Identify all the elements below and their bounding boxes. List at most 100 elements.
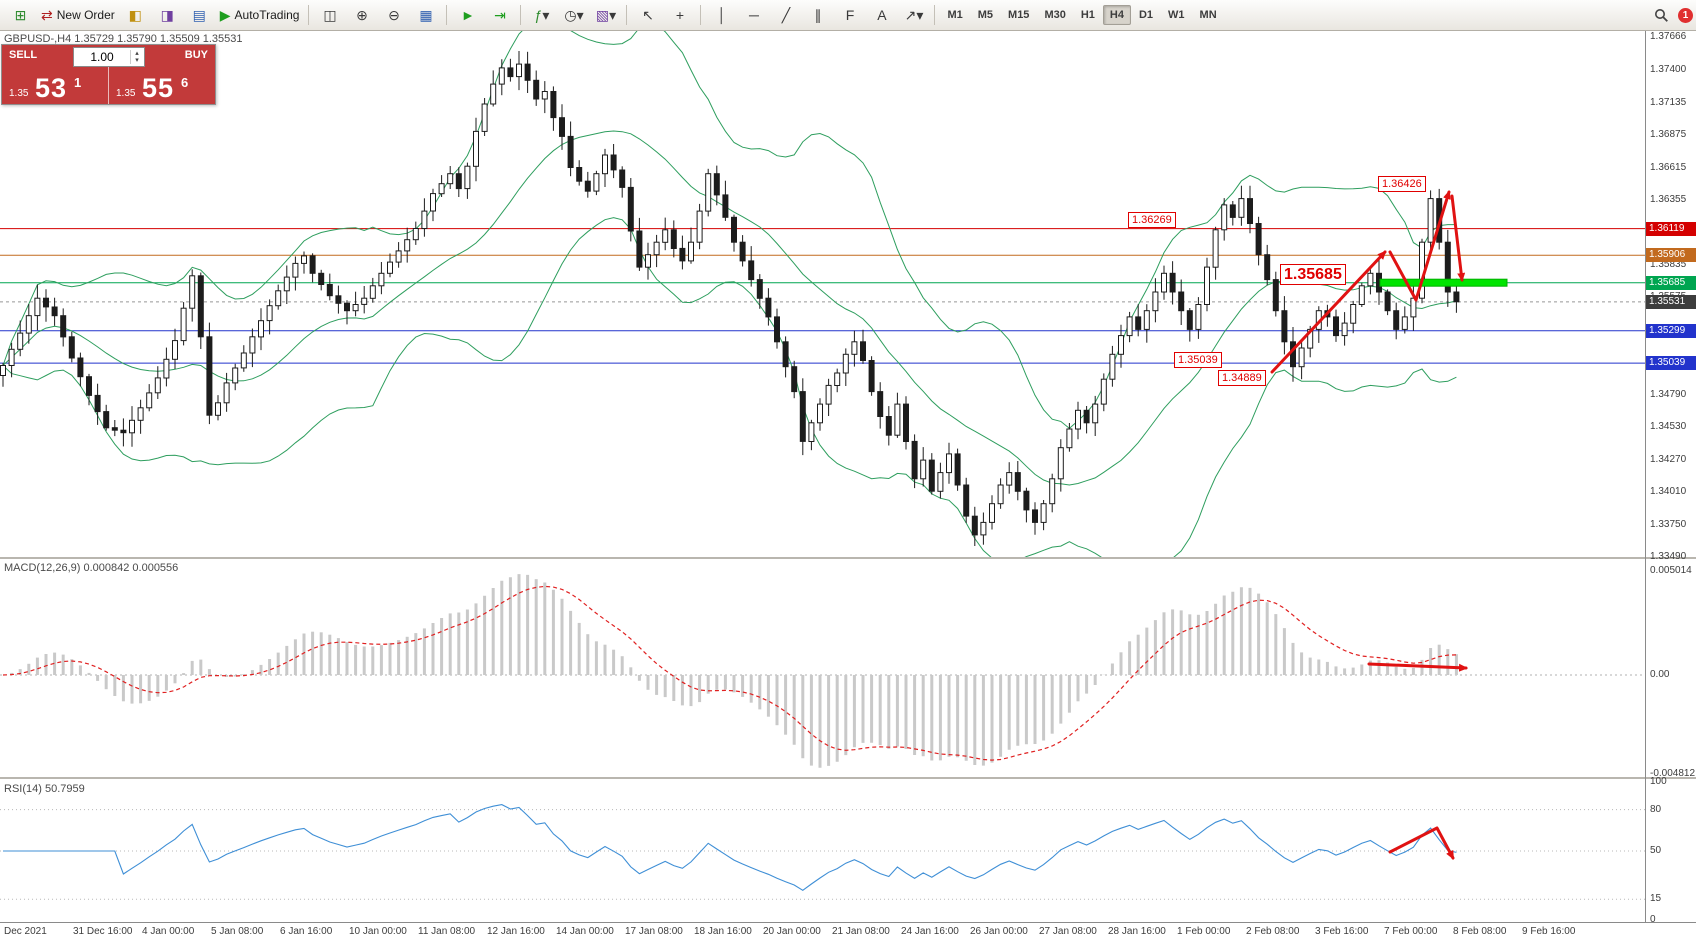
price-level-label: 1.35685	[1646, 276, 1696, 290]
pane-separator[interactable]	[0, 777, 1696, 779]
timeframe-button-M5[interactable]: M5	[977, 9, 994, 21]
fibonacci-button[interactable]: F	[834, 2, 865, 28]
channel-icon: ∥	[814, 7, 822, 23]
price-tick-label: 1.34790	[1650, 389, 1687, 400]
notification-badge[interactable]: 1	[1678, 7, 1693, 23]
one-click-trading-panel: SELL BUY ▴ ▾ 1.35 53 1 1.35 55 6	[1, 44, 216, 105]
macd-axis-label: 0.005014	[1650, 565, 1692, 576]
new-order-label: New Order	[56, 8, 115, 22]
timeframe-button-H1[interactable]: H1	[1080, 9, 1095, 21]
price-annotation[interactable]: 1.36269	[1128, 212, 1176, 228]
price-tick-label: 1.36615	[1650, 162, 1687, 173]
price-annotation[interactable]: 1.35685	[1280, 264, 1346, 285]
auto-scroll-icon: ►	[461, 7, 475, 23]
indicators-icon: ƒ	[534, 7, 543, 23]
indicators-button[interactable]: ƒ ▾	[526, 2, 557, 28]
new-chart-button[interactable]: ⊞	[5, 2, 36, 28]
chart-shift-button[interactable]: ⇥	[484, 2, 515, 28]
buy-price-display[interactable]: 1.35 55 6	[109, 67, 215, 104]
dropdown-icon: ▾	[576, 7, 584, 23]
price-annotation[interactable]: 1.35039	[1174, 352, 1222, 368]
timeframe-button-M30[interactable]: M30	[1044, 9, 1066, 21]
pane-separator[interactable]	[0, 557, 1696, 559]
arrow-tool-icon: ↗	[904, 7, 917, 23]
text-tool-button[interactable]: A	[866, 2, 897, 28]
timeframe-button-M15[interactable]: M15	[1008, 9, 1030, 21]
timeframe-button-H4[interactable]: H4	[1102, 5, 1131, 25]
timeline-label: 12 Jan 16:00	[487, 926, 545, 937]
buy-price-big: 55	[142, 73, 175, 103]
rsi-panel[interactable]	[0, 780, 1645, 922]
channel-button[interactable]: ∥	[802, 2, 833, 28]
rsi-axis-label: 50	[1650, 845, 1662, 856]
sell-price-display[interactable]: 1.35 53 1	[2, 67, 108, 104]
new-order-button[interactable]: ⇄ New Order	[37, 2, 119, 28]
autotrading-play-icon: ▶	[219, 7, 231, 23]
zoom-out-icon: ⊖	[388, 7, 400, 23]
zoom-out-button[interactable]: ⊖	[378, 2, 409, 28]
timeline-label: 1 Feb 00:00	[1177, 926, 1231, 937]
toolbar-separator	[934, 5, 936, 25]
cursor-button[interactable]: ↖	[632, 2, 663, 28]
price-tick-label: 1.33490	[1650, 551, 1687, 562]
timeline-label: Dec 2021	[4, 926, 47, 937]
timeline-label: 21 Jan 08:00	[832, 926, 890, 937]
price-tick-label: 1.34270	[1650, 454, 1687, 465]
zoom-in-button[interactable]: ⊕	[346, 2, 377, 28]
search-icon[interactable]	[1654, 8, 1669, 23]
toolbar-separator	[700, 5, 702, 25]
timeframe-button-MN[interactable]: MN	[1199, 9, 1217, 21]
timeline-label: 24 Jan 16:00	[901, 926, 959, 937]
buy-price-prefix: 1.35	[116, 88, 136, 99]
sell-price-prefix: 1.35	[9, 88, 29, 99]
volume-up-icon[interactable]: ▴	[135, 50, 139, 57]
buy-button[interactable]: BUY	[184, 49, 208, 61]
timeframe-button-M1[interactable]: M1	[947, 9, 963, 21]
horizontal-level-lines	[0, 228, 1645, 364]
timeframe-button-D1[interactable]: D1	[1138, 9, 1154, 21]
terminal-button[interactable]: ▤	[184, 2, 215, 28]
crosshair-button[interactable]: +	[664, 2, 695, 28]
candlestick-chart-icon: ◫	[323, 7, 337, 23]
trend-arrow	[1270, 250, 1387, 374]
horizontal-line-button[interactable]: ─	[738, 2, 769, 28]
macd-panel[interactable]	[0, 559, 1645, 777]
candlestick-chart-button[interactable]: ◫	[314, 2, 345, 28]
rsi-line	[3, 804, 1457, 891]
price-tick-label: 1.37400	[1650, 64, 1687, 75]
autotrading-button[interactable]: ▶ AutoTrading	[216, 2, 304, 28]
market-watch-button[interactable]: ◧	[120, 2, 151, 28]
volume-input[interactable]	[74, 49, 130, 65]
price-tick-label: 1.36355	[1650, 194, 1687, 205]
price-annotation[interactable]: 1.36426	[1378, 176, 1426, 192]
timeline-label: 10 Jan 00:00	[349, 926, 407, 937]
sell-price-big: 53	[35, 73, 68, 103]
navigator-button[interactable]: ◨	[152, 2, 183, 28]
timeline-label: 2 Feb 08:00	[1246, 926, 1300, 937]
timeframe-button-W1[interactable]: W1	[1168, 9, 1185, 21]
price-level-label: 1.35531	[1646, 295, 1696, 309]
arrow-tool-button[interactable]: ↗ ▾	[898, 2, 929, 28]
toolbar-separator	[520, 5, 522, 25]
volume-spinner: ▴ ▾	[130, 50, 143, 64]
volume-down-icon[interactable]: ▾	[135, 57, 139, 64]
trend-arrow	[1450, 194, 1466, 282]
auto-scroll-button[interactable]: ►	[452, 2, 483, 28]
trendline-button[interactable]: ╱	[770, 2, 801, 28]
toolbar: ⊞ ⇄ New Order ◧ ◨ ▤ ▶ AutoTrading ◫ ⊕ ⊖ …	[0, 0, 1696, 31]
price-tick-label: 1.36875	[1650, 129, 1687, 140]
macd-histogram	[10, 574, 1458, 768]
text-tool-icon: A	[877, 7, 887, 23]
periods-button[interactable]: ◷ ▾	[558, 2, 589, 28]
sell-button[interactable]: SELL	[9, 49, 38, 61]
price-annotation[interactable]: 1.34889	[1218, 370, 1266, 386]
macd-axis-label: 0.00	[1650, 669, 1670, 680]
crosshair-icon: +	[675, 7, 685, 23]
main-price-chart[interactable]	[0, 30, 1645, 557]
timeline-label: 9 Feb 16:00	[1522, 926, 1576, 937]
templates-button[interactable]: ▧ ▾	[590, 2, 621, 28]
buy-price-sup: 6	[181, 75, 189, 90]
tile-windows-button[interactable]: ▦	[410, 2, 441, 28]
vertical-line-button[interactable]: │	[706, 2, 737, 28]
trend-arrow	[1388, 826, 1455, 860]
